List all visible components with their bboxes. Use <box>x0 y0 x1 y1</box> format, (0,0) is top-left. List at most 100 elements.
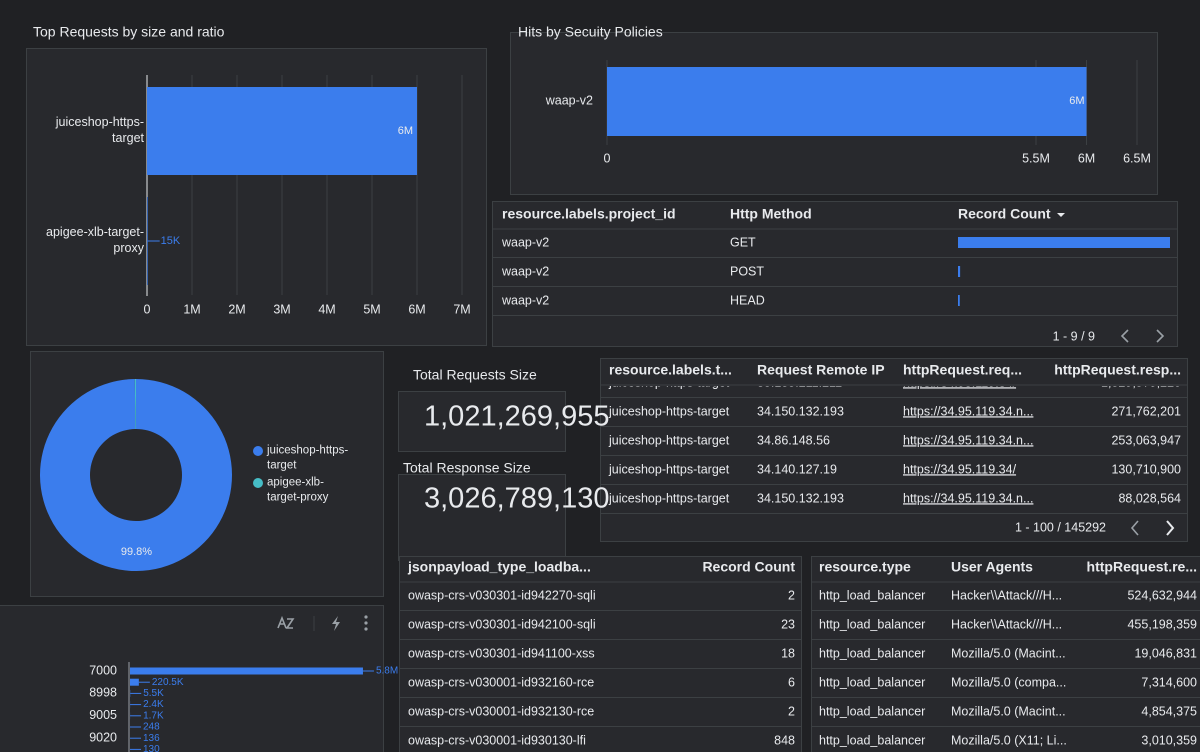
toolbar <box>277 615 368 631</box>
table-cell: Hacker\\Attack///H... <box>951 617 1062 631</box>
panel <box>0 605 384 752</box>
table-cell: http_load_balancer <box>819 617 925 631</box>
table-cell: HEAD <box>730 293 765 307</box>
table-cell: 2 <box>788 588 795 602</box>
column-header: Http Method <box>730 206 812 222</box>
sort-icon[interactable] <box>277 615 295 629</box>
table-bar <box>958 295 960 306</box>
table-cell: http_load_balancer <box>819 704 925 718</box>
category-label: juiceshop-https-target <box>55 115 145 145</box>
category-label: waap-v2 <box>545 93 593 107</box>
table-cell: Mozilla/5.0 (Macint... <box>951 704 1066 718</box>
table-cell: 6 <box>788 675 795 689</box>
table-body: juiceshop-https-target 35.185.211.211 http… <box>601 375 1187 514</box>
scorecard-label: Total Response Size <box>403 460 531 476</box>
donut-slice <box>39 379 232 571</box>
pagination: 1 - 100 / 145292 <box>1015 520 1106 534</box>
table-cell: 34.150.132.193 <box>757 491 844 505</box>
table-cell: waap-v2 <box>501 235 549 249</box>
table-cell: owasp-crs-v030301-id941100-xss <box>408 646 595 660</box>
table-cell: GET <box>730 235 756 249</box>
table-bar <box>958 237 1170 248</box>
category-label: 7000 <box>89 663 117 677</box>
panel <box>398 474 566 561</box>
table-cell: Hacker\\Attack///H... <box>951 588 1062 602</box>
table-cell: 19,046,831 <box>1134 646 1197 660</box>
table-cell: 35.185.211.211 <box>757 375 842 389</box>
x-tick-label: 2M <box>228 302 245 316</box>
column-header: resource.type <box>819 559 911 575</box>
table-bar <box>958 266 961 277</box>
value-label: 6M <box>398 125 413 137</box>
table-cell: owasp-crs-v030001-id932160-rce <box>408 675 594 689</box>
scorecard-value: 3,026,789,130 <box>424 483 609 515</box>
table-cell: 3,010,359 <box>1141 733 1197 747</box>
value-label: 15K <box>161 235 181 247</box>
bar <box>607 67 1087 136</box>
table-cell: owasp-crs-v030001-id932130-rce <box>408 704 594 718</box>
next-page[interactable] <box>1156 329 1165 343</box>
table-cell: owasp-crs-v030301-id942100-sqli <box>408 617 596 631</box>
column-header: User Agents <box>951 559 1033 575</box>
legend-label: juiceshop-https-target <box>266 445 348 472</box>
bar <box>147 87 417 175</box>
bolt-icon[interactable] <box>332 616 340 631</box>
table-cell: 455,198,359 <box>1127 617 1197 631</box>
table-cell: 1,829,579,220 <box>1101 375 1181 389</box>
value-label: 5.5K <box>143 688 164 699</box>
table-cell: 253,063,947 <box>1111 433 1181 447</box>
column-header: resource.labels.t... <box>609 362 732 378</box>
table-cell: waap-v2 <box>501 264 549 278</box>
table-cell: juiceshop-https-target <box>608 404 730 418</box>
sort-icon[interactable] <box>1057 213 1065 217</box>
scorecard-label: Total Requests Size <box>413 367 537 383</box>
value-label: 6M <box>1069 95 1084 107</box>
table-cell: 4,854,375 <box>1141 704 1197 718</box>
table-cell: 88,028,564 <box>1118 491 1181 505</box>
column-header: Record Count <box>702 559 795 575</box>
table-cell: https://34.95.119.34.n... <box>903 433 1033 447</box>
table-cell: 848 <box>774 733 795 747</box>
value-label: 1.7K <box>143 710 164 721</box>
prev-page[interactable] <box>1120 329 1129 343</box>
table-cell: https://34.95.119.34/ <box>903 375 1017 389</box>
x-tick-label: 1M <box>183 302 200 316</box>
table-cell: juiceshop-https-target <box>608 433 730 447</box>
pagination: 1 - 9 / 9 <box>1053 329 1095 343</box>
table-body: waap-v2 GET waap-v2 POST waap-v2 HEAD <box>493 235 1177 316</box>
table-cell: 130,710,900 <box>1111 462 1181 476</box>
x-tick-label: 6.5M <box>1123 151 1151 165</box>
column-header: httpRequest.req... <box>903 362 1022 378</box>
scorecard-value: 1,021,269,955 <box>424 401 609 433</box>
x-tick-label: 7M <box>453 302 470 316</box>
value-label: 99.8% <box>121 546 152 558</box>
table-cell: juiceshop-https-target <box>608 375 730 389</box>
table-cell: http_load_balancer <box>819 646 925 660</box>
table-cell: http_load_balancer <box>819 588 925 602</box>
category-label: 9005 <box>89 708 117 722</box>
table-cell: https://34.95.119.34.n... <box>903 404 1033 418</box>
table-cell: 524,632,944 <box>1127 588 1197 602</box>
legend-swatch <box>253 478 263 488</box>
panel <box>399 556 802 752</box>
table-cell: juiceshop-https-target <box>608 491 730 505</box>
table-cell: Mozilla/5.0 (Macint... <box>951 646 1066 660</box>
table-cell: owasp-crs-v030301-id942270-sqli <box>408 588 596 602</box>
table-cell: POST <box>730 264 764 278</box>
column-header: Record Count <box>958 206 1051 222</box>
table-cell: https://34.95.119.34.n... <box>903 491 1033 505</box>
menu-icon[interactable] <box>364 615 368 631</box>
x-tick-label: 3M <box>273 302 290 316</box>
column-header: jsonpayload_type_loadba... <box>407 559 591 575</box>
next-page[interactable] <box>1166 520 1175 536</box>
category-label: apigee-xlb-target-proxy <box>46 225 145 255</box>
category-label: 8998 <box>89 686 117 700</box>
bar <box>147 197 148 285</box>
table-cell: 2 <box>788 704 795 718</box>
table-cell: 34.86.148.56 <box>757 433 830 447</box>
table-body: owasp-crs-v030301-id942270-sqli 2 owasp-cr… <box>400 588 801 747</box>
prev-page[interactable] <box>1130 520 1139 536</box>
table-cell: 23 <box>781 617 795 631</box>
